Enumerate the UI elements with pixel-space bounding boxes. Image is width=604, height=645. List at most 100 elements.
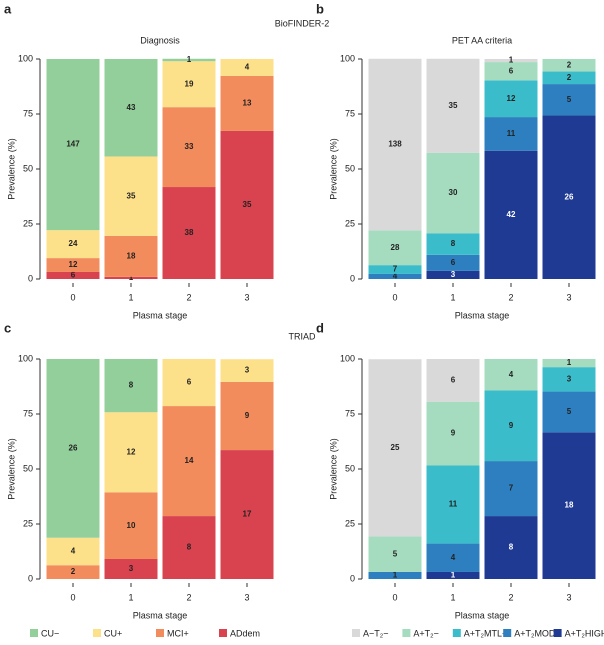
bar-segment bbox=[162, 58, 216, 62]
y-tick-label: 75 bbox=[345, 408, 355, 418]
count-label: 12 bbox=[127, 447, 136, 456]
y-axis-label: Prevalence (%) bbox=[328, 138, 338, 200]
count-label: 12 bbox=[507, 94, 516, 103]
count-label: 3 bbox=[245, 366, 250, 375]
bar-segment bbox=[162, 187, 216, 279]
count-label: 35 bbox=[449, 101, 458, 110]
x-tick-label: 2 bbox=[186, 292, 191, 302]
count-label: 1 bbox=[509, 56, 514, 65]
count-label: 9 bbox=[245, 411, 250, 420]
bar-segment bbox=[426, 270, 480, 279]
count-label: 13 bbox=[243, 99, 252, 108]
bar-segment bbox=[162, 107, 216, 188]
bar-segment bbox=[542, 71, 596, 85]
bar-segment bbox=[484, 80, 538, 118]
bar-segment bbox=[426, 254, 480, 271]
count-label: 8 bbox=[129, 381, 134, 390]
y-tick-label: 50 bbox=[23, 463, 33, 473]
panel-label: a bbox=[4, 1, 12, 16]
legend-swatch bbox=[352, 629, 360, 637]
count-label: 2 bbox=[567, 60, 572, 69]
legend-label: A+T₂− bbox=[413, 628, 439, 638]
bar-segment bbox=[162, 61, 216, 108]
bar-segment bbox=[104, 59, 158, 157]
x-axis-label: Plasma stage bbox=[133, 610, 188, 620]
y-tick-label: 50 bbox=[345, 463, 355, 473]
bar-segment bbox=[542, 115, 596, 279]
count-label: 138 bbox=[388, 140, 402, 149]
chart-title: Diagnosis bbox=[140, 35, 180, 45]
y-tick-label: 25 bbox=[23, 218, 33, 228]
legend-swatch bbox=[503, 629, 512, 637]
count-label: 4 bbox=[71, 547, 76, 556]
legend-swatch bbox=[402, 629, 411, 637]
x-axis-label: Plasma stage bbox=[133, 310, 188, 320]
count-label: 6 bbox=[187, 378, 192, 387]
legend-swatch bbox=[93, 629, 101, 637]
legend-label: A+T₂MOD+ bbox=[514, 628, 561, 638]
count-label: 8 bbox=[187, 543, 192, 552]
x-tick-label: 2 bbox=[186, 592, 191, 602]
y-axis-label: Prevalence (%) bbox=[6, 138, 16, 200]
count-label: 8 bbox=[451, 239, 456, 248]
legend-swatch bbox=[219, 629, 227, 637]
bar-segment bbox=[220, 130, 274, 279]
panel-label: b bbox=[316, 1, 324, 16]
count-label: 3 bbox=[451, 270, 456, 279]
x-axis-label: Plasma stage bbox=[455, 610, 510, 620]
count-label: 30 bbox=[449, 188, 458, 197]
y-tick-label: 50 bbox=[345, 163, 355, 173]
count-label: 12 bbox=[69, 260, 78, 269]
chart-title: PET AA criteria bbox=[452, 35, 512, 45]
count-label: 25 bbox=[391, 443, 400, 452]
bar-segment bbox=[162, 359, 216, 407]
count-label: 26 bbox=[565, 192, 574, 201]
x-tick-label: 1 bbox=[450, 592, 455, 602]
y-tick-label: 75 bbox=[23, 408, 33, 418]
count-label: 28 bbox=[391, 243, 400, 252]
y-tick-label: 50 bbox=[23, 163, 33, 173]
count-label: 24 bbox=[69, 239, 78, 248]
bar-segment bbox=[46, 258, 100, 272]
x-tick-label: 1 bbox=[450, 292, 455, 302]
legend-label: A+T₂HIGH+ bbox=[565, 628, 604, 638]
count-label: 1 bbox=[567, 358, 572, 367]
count-label: 3 bbox=[129, 564, 134, 573]
bar-segment bbox=[426, 58, 480, 153]
bar-segment bbox=[162, 516, 216, 579]
bar-segment bbox=[104, 412, 158, 493]
y-tick-label: 25 bbox=[345, 518, 355, 528]
legend-label: CU+ bbox=[104, 628, 122, 638]
bar-segment bbox=[426, 359, 480, 402]
y-tick-label: 25 bbox=[23, 518, 33, 528]
panel-label: c bbox=[4, 320, 11, 335]
count-label: 3 bbox=[567, 374, 572, 383]
bar-segment bbox=[368, 265, 422, 274]
bar-segment bbox=[542, 359, 596, 368]
count-label: 2 bbox=[71, 567, 76, 576]
bar-segment bbox=[104, 359, 158, 413]
bar-segment bbox=[484, 59, 538, 63]
bar-segment bbox=[104, 276, 158, 279]
bar-segment bbox=[368, 536, 422, 572]
bar-segment bbox=[46, 565, 100, 579]
bar-segment bbox=[220, 381, 274, 451]
panel-label: d bbox=[316, 320, 324, 335]
x-tick-label: 3 bbox=[566, 292, 571, 302]
bar-segment bbox=[484, 516, 538, 579]
bar-segment bbox=[368, 230, 422, 266]
bar-segment bbox=[426, 152, 480, 234]
bar-segment bbox=[220, 450, 274, 579]
bar-segment bbox=[426, 233, 480, 255]
bar-segment bbox=[104, 156, 158, 236]
x-tick-label: 0 bbox=[392, 592, 397, 602]
bar-segment bbox=[368, 359, 422, 537]
count-label: 43 bbox=[127, 103, 136, 112]
legend-swatch bbox=[30, 629, 38, 637]
bar-segment bbox=[220, 75, 274, 131]
count-label: 8 bbox=[509, 543, 514, 552]
count-label: 17 bbox=[243, 510, 252, 519]
count-label: 6 bbox=[71, 271, 76, 280]
bar-segment bbox=[368, 58, 422, 231]
